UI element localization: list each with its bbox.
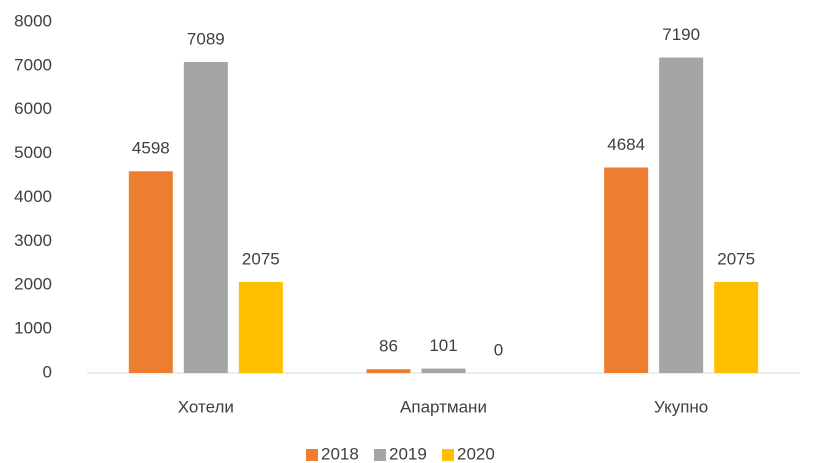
data-label: 7190 bbox=[662, 25, 700, 44]
y-tick-label: 4000 bbox=[14, 187, 52, 206]
y-tick-label: 6000 bbox=[14, 99, 52, 118]
legend-swatch bbox=[442, 449, 454, 461]
bar bbox=[659, 57, 704, 373]
y-tick-label: 3000 bbox=[14, 231, 52, 250]
data-label: 7089 bbox=[187, 29, 225, 48]
bar bbox=[128, 171, 173, 373]
x-tick-label: Хотели bbox=[178, 397, 234, 416]
y-tick-label: 5000 bbox=[14, 143, 52, 162]
legend-swatch bbox=[374, 449, 386, 461]
bar bbox=[604, 167, 649, 373]
legend-label: 2019 bbox=[389, 444, 427, 463]
y-tick-label: 2000 bbox=[14, 275, 52, 294]
data-label: 2075 bbox=[242, 249, 280, 268]
bar bbox=[366, 369, 411, 373]
legend-label: 2018 bbox=[321, 444, 359, 463]
data-label: 4598 bbox=[132, 139, 170, 158]
y-tick-label: 1000 bbox=[14, 319, 52, 338]
legend-swatch bbox=[306, 449, 318, 461]
bar bbox=[238, 281, 283, 373]
bar bbox=[183, 61, 228, 373]
data-label: 86 bbox=[379, 337, 398, 356]
y-tick-label: 8000 bbox=[14, 11, 52, 30]
x-tick-label: Укупно bbox=[654, 397, 708, 416]
data-label: 2075 bbox=[717, 249, 755, 268]
y-tick-label: 7000 bbox=[14, 55, 52, 74]
data-label: 4684 bbox=[607, 135, 645, 154]
data-label: 101 bbox=[429, 336, 457, 355]
bar bbox=[714, 281, 759, 373]
y-tick-label: 0 bbox=[43, 362, 52, 381]
bar bbox=[421, 368, 466, 373]
x-tick-label: Апартмани bbox=[400, 397, 487, 416]
legend-label: 2020 bbox=[457, 444, 495, 463]
data-label: 0 bbox=[494, 340, 503, 359]
